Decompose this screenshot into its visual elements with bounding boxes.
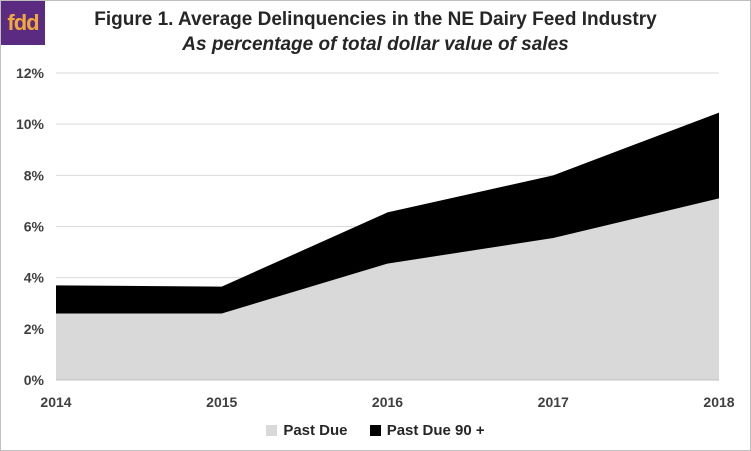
- fdd-logo: fdd: [1, 1, 45, 45]
- x-tick-label: 2014: [40, 394, 71, 410]
- y-tick-label: 4%: [24, 270, 45, 286]
- legend-item-past-due: Past Due: [266, 422, 348, 439]
- legend-label-past-due: Past Due: [283, 422, 348, 439]
- y-tick-label: 8%: [24, 167, 45, 183]
- y-tick-label: 10%: [16, 116, 45, 132]
- x-tick-label: 2016: [372, 394, 403, 410]
- x-tick-label: 2015: [206, 394, 237, 410]
- x-tick-label: 2018: [703, 394, 734, 410]
- legend-swatch-past-due-90: [369, 425, 381, 436]
- area-series-past-due-90: [56, 112, 719, 314]
- legend-label-past-due-90: Past Due 90 +: [386, 422, 485, 439]
- chart-legend: Past Due Past Due 90 +: [1, 422, 750, 440]
- x-tick-label: 2017: [538, 394, 569, 410]
- legend-item-past-due-90: Past Due 90 +: [369, 422, 485, 439]
- chart-title: Figure 1. Average Delinquencies in the N…: [94, 9, 657, 30]
- y-tick-label: 2%: [24, 321, 45, 337]
- y-tick-label: 6%: [24, 219, 45, 235]
- area-series-past-due: [56, 198, 719, 380]
- legend-swatch-past-due: [266, 425, 278, 436]
- chart-subtitle: As percentage of total dollar value of s…: [182, 34, 569, 55]
- y-tick-label: 0%: [24, 372, 45, 388]
- y-tick-label: 12%: [16, 65, 45, 81]
